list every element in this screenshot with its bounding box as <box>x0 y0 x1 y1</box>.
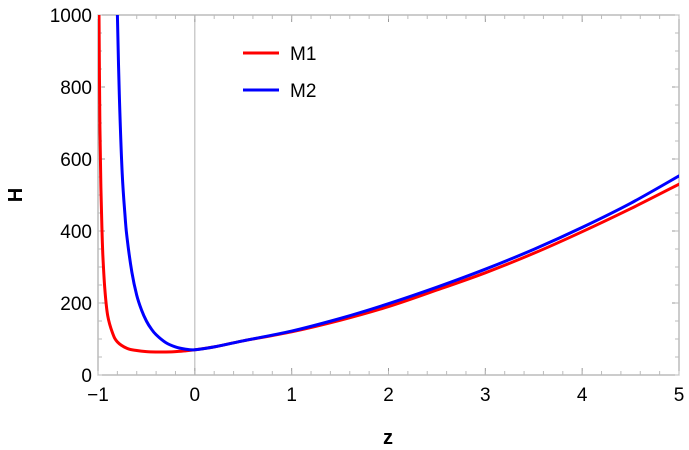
series-line-m2 <box>115 15 679 352</box>
x-tick-label: 4 <box>577 385 588 406</box>
x-tick-label: 0 <box>190 385 201 406</box>
x-tick-label: 3 <box>480 385 491 406</box>
legend-label-m1: M1 <box>290 44 316 65</box>
plot-frame <box>97 14 680 376</box>
x-tick-label: 5 <box>674 385 685 406</box>
y-tick-label: 0 <box>81 366 92 387</box>
y-tick-label: 200 <box>60 294 92 315</box>
x-tick-label: 2 <box>383 385 394 406</box>
x-axis-title: z <box>383 427 393 449</box>
y-tick-label: 600 <box>60 150 92 171</box>
y-axis-title: H <box>5 188 27 202</box>
series-layer <box>98 15 679 354</box>
legend-label-m2: M2 <box>290 81 316 102</box>
y-tick-label: 400 <box>60 222 92 243</box>
x-tick-label: 1 <box>286 385 297 406</box>
legend: M1 M2 <box>243 44 316 102</box>
y-tick-label: 1000 <box>50 6 92 27</box>
x-tick-label: −1 <box>87 385 109 406</box>
y-tick-label: 800 <box>60 78 92 99</box>
series-line-m1 <box>98 15 679 354</box>
